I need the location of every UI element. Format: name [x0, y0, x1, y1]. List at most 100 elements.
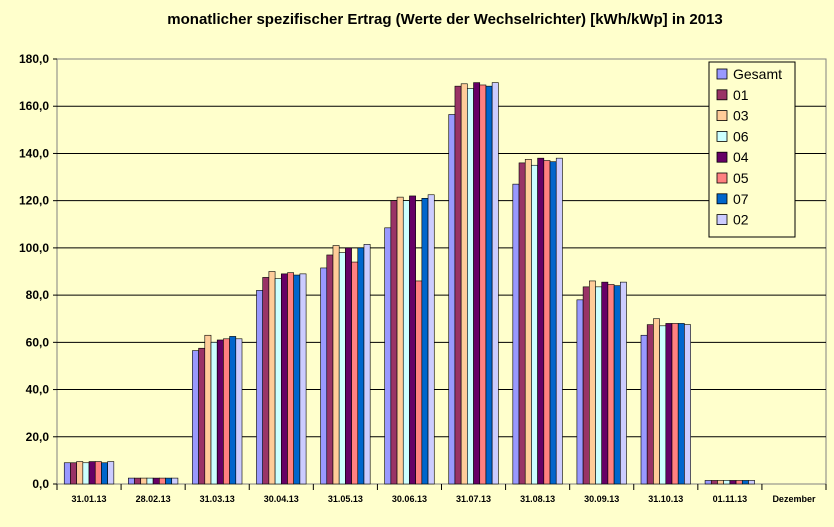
legend-swatch — [716, 110, 728, 121]
x-tick-label: 30.06.13 — [392, 494, 427, 504]
bar-gesamt — [576, 299, 584, 485]
bar-07 — [613, 285, 621, 485]
bar-01 — [70, 462, 77, 485]
bar-05 — [415, 280, 423, 485]
bar-gesamt — [320, 267, 328, 485]
bar-02 — [491, 82, 499, 485]
legend-label: 06 — [733, 128, 749, 144]
bar-02 — [427, 194, 435, 485]
x-tick-label: 31.05.13 — [328, 494, 363, 504]
bar-05 — [607, 284, 615, 485]
bar-01 — [198, 347, 206, 485]
bar-04 — [280, 273, 288, 485]
x-tick-label: 30.09.13 — [584, 494, 619, 504]
x-tick-label: Dezember — [772, 494, 816, 504]
x-tick-label: 31.07.13 — [456, 494, 491, 504]
bar-07 — [421, 198, 429, 485]
bar-03 — [717, 480, 724, 485]
bar-05 — [223, 338, 230, 485]
bar-06 — [210, 342, 218, 485]
bar-02 — [684, 324, 691, 485]
bar-05 — [735, 480, 743, 485]
chart-title: monatlicher spezifischer Ertrag (Werte d… — [167, 11, 722, 28]
bar-05 — [671, 323, 679, 485]
x-tick-label: 31.08.13 — [520, 494, 555, 504]
bar-01 — [582, 286, 590, 485]
bar-04 — [665, 323, 673, 485]
bar-06 — [723, 480, 731, 485]
bar-01 — [710, 480, 718, 485]
bar-gesamt — [384, 227, 392, 485]
bar-07 — [549, 161, 557, 485]
bar-04 — [409, 195, 416, 485]
bar-gesamt — [448, 114, 456, 485]
legend-label: 01 — [733, 87, 749, 103]
x-tick-label: 30.04.13 — [264, 494, 299, 504]
bar-02 — [235, 338, 243, 485]
bar-03 — [204, 334, 212, 485]
bar-07 — [165, 477, 173, 485]
bar-03 — [332, 245, 340, 485]
y-tick-label: 80,0 — [26, 288, 50, 302]
legend-swatch — [716, 89, 728, 101]
y-axis-ticks: 0,0 20,0 40,0 60,0 80,0 100,0 120,0 140,0 160,0 1… — [19, 52, 57, 491]
bar-03 — [460, 83, 468, 485]
bar-06 — [274, 278, 282, 485]
bar-07 — [229, 336, 237, 485]
bar-gesamt — [192, 350, 199, 485]
bar-02 — [748, 480, 755, 485]
y-tick-label: 120,0 — [19, 194, 49, 208]
bar-gesamt — [640, 334, 648, 485]
legend: Gesamt 01 03 06 04 05 07 02 — [708, 61, 796, 238]
y-tick-label: 140,0 — [19, 146, 49, 160]
bar-01 — [518, 162, 526, 485]
bar-06 — [82, 462, 90, 485]
bar-06 — [338, 252, 346, 485]
legend-label: 05 — [733, 170, 749, 186]
x-axis-ticks: 31.01.13 28.02.13 31.03.13 30.04.13 31.05.13… — [56, 484, 827, 504]
y-tick-label: 180,0 — [19, 52, 49, 66]
bar-06 — [402, 200, 410, 485]
bar-04 — [473, 82, 481, 485]
y-tick-label: 0,0 — [32, 477, 49, 491]
bar-01 — [390, 200, 398, 485]
bar-03 — [140, 477, 148, 485]
bar-06 — [659, 325, 667, 485]
bar-04 — [216, 339, 224, 485]
bar-gesamt — [512, 183, 520, 485]
bar-gesamt — [128, 477, 135, 485]
bars — [63, 82, 755, 485]
bar-02 — [107, 461, 115, 485]
legend-swatch — [716, 68, 728, 80]
bar-04 — [601, 281, 609, 485]
bar-02 — [620, 281, 627, 485]
bar-02 — [363, 244, 371, 485]
legend-swatch — [716, 193, 728, 205]
x-tick-label: 31.01.13 — [72, 494, 107, 504]
y-tick-label: 20,0 — [26, 430, 50, 444]
bar-07 — [357, 247, 365, 485]
legend-swatch — [716, 151, 728, 163]
bar-04 — [152, 477, 160, 485]
legend-label: 07 — [733, 191, 749, 207]
bar-07 — [741, 480, 749, 485]
bar-03 — [76, 461, 84, 485]
legend-label: Gesamt — [733, 66, 782, 82]
legend-swatch — [716, 130, 728, 142]
bar-07 — [293, 274, 301, 485]
bar-07 — [485, 85, 493, 485]
bar-03 — [396, 196, 404, 485]
y-tick-label: 40,0 — [26, 383, 50, 397]
plot-area — [56, 58, 827, 485]
bar-gesamt — [63, 462, 71, 485]
legend-label: 04 — [733, 149, 749, 165]
bar-05 — [479, 84, 487, 485]
bar-02 — [171, 477, 179, 485]
x-tick-label: 28.02.13 — [136, 494, 171, 504]
bar-01 — [326, 254, 334, 485]
bar-04 — [88, 461, 96, 485]
bar-04 — [729, 480, 737, 485]
bar-02 — [555, 157, 563, 485]
x-tick-label: 31.03.13 — [200, 494, 235, 504]
